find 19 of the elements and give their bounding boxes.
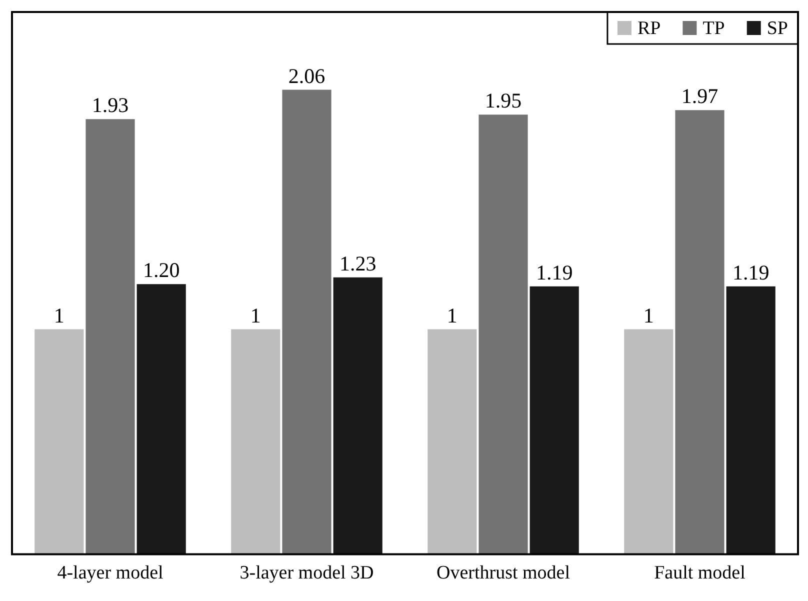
data-label: 2.06: [288, 64, 326, 88]
data-label: 1: [54, 303, 64, 328]
x-tick-label: 3-layer model 3D: [240, 562, 374, 584]
data-label: 1.20: [142, 258, 180, 282]
data-label: 1.95: [484, 88, 522, 113]
legend-label: SP: [766, 18, 788, 39]
legend-label: TP: [702, 18, 725, 39]
data-label: 1.23: [339, 251, 376, 276]
data-label: 1.19: [732, 260, 770, 284]
data-label: 1: [446, 303, 458, 328]
data-label: 1.93: [92, 93, 129, 118]
legend-label: RP: [637, 18, 661, 39]
x-tick-label: 4-layer model: [57, 562, 164, 584]
x-tick-label: Fault model: [654, 562, 746, 584]
data-label: 1: [250, 303, 261, 328]
x-tick-label: Overthrust model: [436, 562, 570, 584]
data-label: 1.19: [536, 260, 573, 284]
data-label: 1: [643, 303, 654, 328]
data-label: 1.97: [681, 84, 718, 108]
